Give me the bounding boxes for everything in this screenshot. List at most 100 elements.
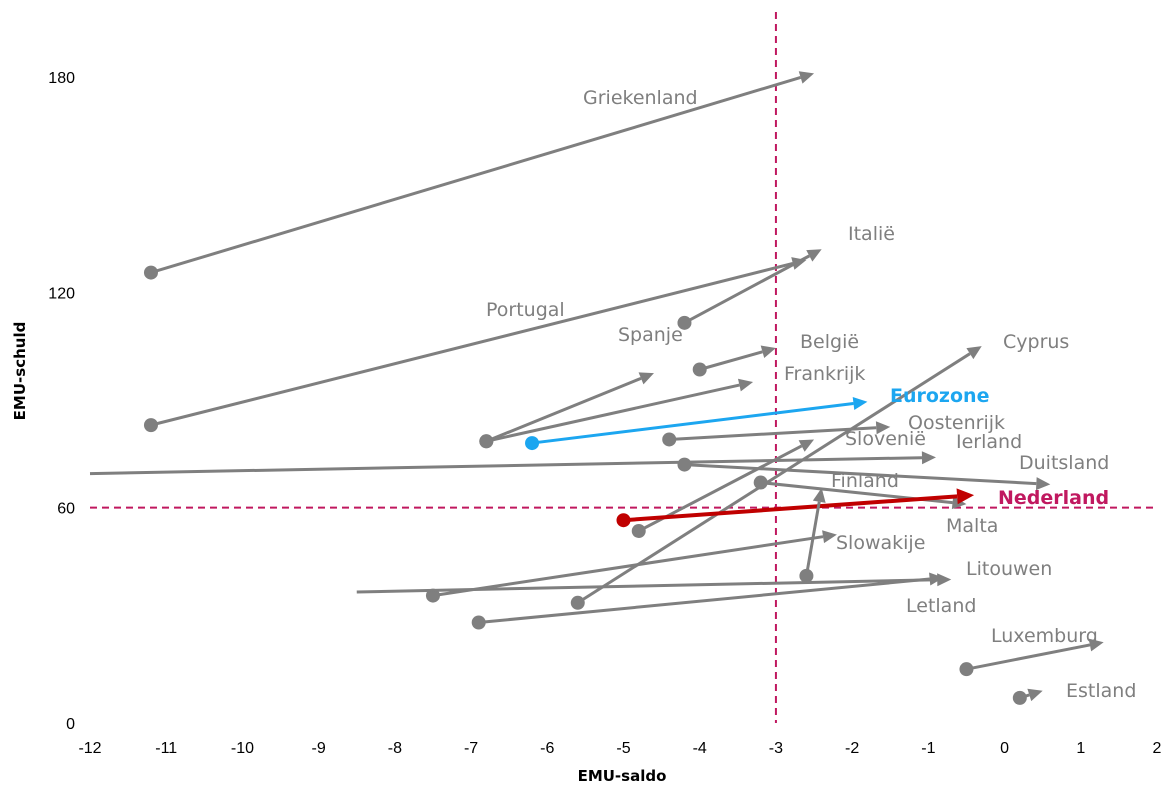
y-tick-label: 180 bbox=[48, 70, 75, 87]
arrow-head bbox=[812, 487, 826, 503]
label-portugal: Portugal bbox=[486, 299, 565, 321]
arrow-shaft bbox=[150, 261, 794, 427]
start-marker bbox=[616, 513, 631, 528]
arrow-shaft bbox=[669, 426, 877, 441]
start-marker bbox=[677, 457, 692, 472]
label-malta: Malta bbox=[946, 515, 998, 537]
arrow-ierland bbox=[89, 451, 936, 476]
label-nederland: Nederland bbox=[998, 487, 1109, 509]
start-marker bbox=[570, 595, 585, 610]
reference-lines bbox=[90, 12, 1157, 723]
y-axis-label: EMU-schuld bbox=[11, 322, 29, 421]
x-tick-label: -7 bbox=[464, 740, 478, 757]
y-tick-label: 60 bbox=[57, 501, 75, 518]
label-spanje: Spanje bbox=[618, 324, 683, 346]
arrow-head bbox=[760, 345, 776, 359]
label-luxemburg: Luxemburg bbox=[991, 625, 1098, 647]
arrow-slovenië bbox=[631, 439, 815, 538]
arrow-luxemburg bbox=[959, 638, 1104, 677]
arrow-shaft bbox=[531, 402, 854, 445]
x-tick-label: -11 bbox=[155, 740, 177, 757]
y-tick-label: 120 bbox=[48, 285, 75, 302]
label-letland: Letland bbox=[906, 595, 976, 617]
arrow-head bbox=[921, 451, 936, 465]
x-axis-label: EMU-saldo bbox=[578, 767, 667, 785]
label-estland: Estland bbox=[1066, 680, 1136, 702]
arrow-series bbox=[89, 71, 1104, 705]
label-finland: Finland bbox=[831, 470, 899, 492]
arrow-head bbox=[1088, 638, 1104, 652]
start-marker bbox=[425, 588, 440, 603]
arrow-shaft bbox=[576, 352, 971, 605]
start-marker bbox=[143, 418, 158, 433]
x-tick-label: -5 bbox=[616, 740, 630, 757]
arrow-head bbox=[798, 71, 815, 84]
label-litouwen: Litouwen bbox=[966, 558, 1052, 580]
arrow-shaft bbox=[623, 494, 958, 523]
start-marker bbox=[631, 523, 646, 538]
x-tick-label: -2 bbox=[845, 740, 859, 757]
arrow-shaft bbox=[699, 350, 763, 371]
arrow-head bbox=[798, 439, 815, 452]
x-tick-label: 0 bbox=[1000, 740, 1009, 757]
arrow-litouwen bbox=[356, 573, 952, 594]
arrow-head bbox=[822, 530, 837, 544]
label-duitsland: Duitsland bbox=[1019, 452, 1109, 474]
label-cyprus: Cyprus bbox=[1003, 331, 1069, 353]
x-tick-label: -9 bbox=[312, 740, 326, 757]
arrow-head bbox=[875, 421, 891, 435]
x-tick-label: -1 bbox=[921, 740, 935, 757]
country-labels: Griekenland Italië Portugal Spanje België Fra… bbox=[486, 87, 1136, 702]
start-marker bbox=[525, 436, 540, 451]
y-tick-label: 0 bbox=[66, 716, 75, 733]
start-marker bbox=[753, 475, 768, 490]
label-ierland: Ierland bbox=[956, 431, 1022, 453]
arrow-shaft bbox=[356, 578, 938, 594]
arrow-head bbox=[937, 573, 952, 587]
x-tick-label: -6 bbox=[540, 740, 554, 757]
start-marker bbox=[479, 434, 494, 449]
start-marker bbox=[662, 432, 677, 447]
arrow-head bbox=[1027, 688, 1043, 702]
start-marker bbox=[1012, 690, 1027, 705]
label-frankrijk: Frankrijk bbox=[784, 363, 865, 385]
arrow-head bbox=[737, 378, 754, 392]
arrow-shaft bbox=[432, 535, 824, 598]
arrow-slowakije bbox=[425, 530, 837, 603]
label-slowakije: Slowakije bbox=[836, 532, 925, 554]
arrow-shaft bbox=[485, 376, 642, 443]
arrow-shaft bbox=[89, 456, 923, 476]
x-tick-label: -10 bbox=[231, 740, 254, 757]
arrow-head bbox=[929, 572, 944, 586]
arrow-eurozone bbox=[525, 397, 868, 451]
start-marker bbox=[143, 265, 158, 280]
arrow-head bbox=[638, 372, 654, 385]
x-tick-label: 2 bbox=[1153, 740, 1162, 757]
arrow-nederland bbox=[616, 488, 975, 528]
arrow-frankrijk bbox=[479, 378, 754, 449]
arrow-shaft bbox=[478, 577, 930, 625]
arrow-shaft bbox=[683, 254, 811, 325]
arrow-cyprus bbox=[570, 346, 982, 610]
arrow-head bbox=[852, 397, 868, 410]
arrow-griekenland bbox=[143, 71, 815, 280]
start-marker bbox=[692, 362, 707, 377]
start-marker bbox=[677, 315, 692, 330]
arrow-head bbox=[956, 488, 975, 505]
x-tick-label: -12 bbox=[78, 740, 101, 757]
label-eurozone: Eurozone bbox=[890, 385, 989, 407]
arrow-head bbox=[1035, 477, 1051, 491]
arrow-portugal bbox=[143, 257, 807, 433]
arrow-duitsland bbox=[677, 457, 1051, 491]
start-marker bbox=[959, 662, 974, 677]
arrow-head bbox=[806, 249, 822, 262]
arrow-belgië bbox=[692, 345, 776, 377]
label-oostenrijk: Oostenrijk bbox=[908, 412, 1005, 434]
start-marker bbox=[799, 568, 814, 583]
arrow-head bbox=[966, 346, 982, 360]
x-tick-label: -3 bbox=[769, 740, 783, 757]
arrow-shaft bbox=[150, 76, 802, 275]
arrow-italië bbox=[677, 249, 822, 330]
